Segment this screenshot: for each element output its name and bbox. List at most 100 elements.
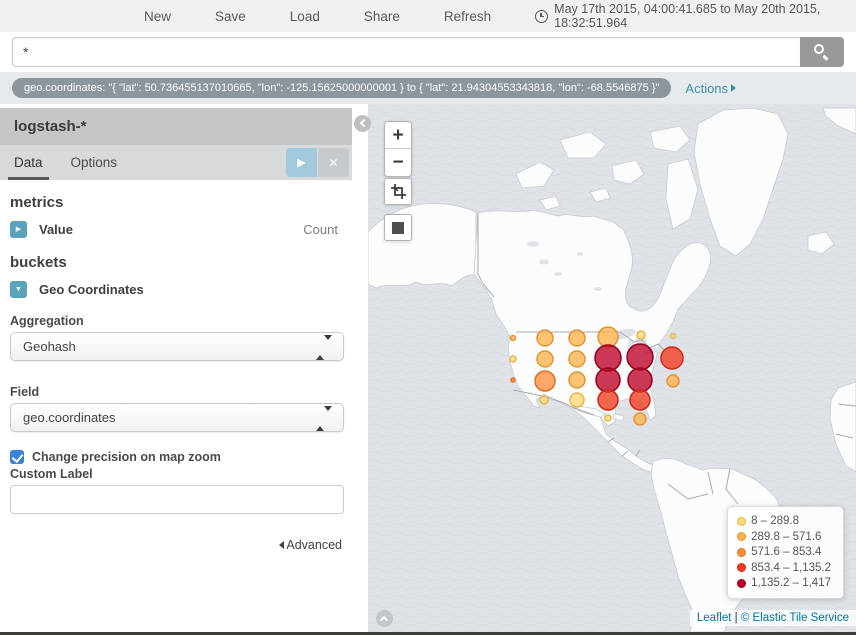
nav-refresh[interactable]: Refresh <box>443 8 492 24</box>
legend-color-dot <box>737 547 747 557</box>
metric-expand-button[interactable]: ▶ <box>10 221 27 238</box>
main-content: logstash-* Data Options ▶ ✕ metrics ▶ Va… <box>0 104 856 632</box>
leaflet-link[interactable]: Leaflet <box>696 612 732 624</box>
top-navbar: New Save Load Share Refresh May 17th 201… <box>0 0 856 32</box>
zoom-in-button[interactable]: + <box>385 122 411 149</box>
geohash-circle-marker[interactable] <box>534 370 556 392</box>
field-label: Field <box>10 385 40 399</box>
legend-range-label: 1,135.2 – 1,417 <box>751 577 831 590</box>
geohash-circle-marker[interactable] <box>626 343 654 371</box>
zoom-control: + − <box>384 121 412 177</box>
nav-new[interactable]: New <box>144 8 172 24</box>
geohash-circle-marker[interactable] <box>629 389 651 411</box>
legend-color-dot <box>737 532 747 542</box>
legend-color-dot <box>737 563 747 573</box>
draw-rectangle-button[interactable] <box>384 214 412 241</box>
geohash-circle-marker[interactable] <box>509 334 517 342</box>
geohash-circle-marker[interactable] <box>509 355 517 363</box>
geohash-circle-marker[interactable] <box>660 346 684 370</box>
bucket-geo-row[interactable]: ▼ Geo Coordinates <box>10 281 344 298</box>
geohash-circle-marker[interactable] <box>569 392 585 408</box>
custom-label-input[interactable] <box>10 485 344 514</box>
legend-row: 1,135.2 – 1,417 <box>737 576 831 592</box>
geohash-circle-marker[interactable] <box>597 326 619 348</box>
search-icon <box>814 44 824 54</box>
aggregation-selected-value: Geohash <box>23 339 76 354</box>
sidebar-tabs: Data Options ▶ ✕ <box>0 145 352 180</box>
map-attribution: Leaflet | © Elastic Tile Service <box>689 610 856 626</box>
legend-range-label: 289.8 – 571.6 <box>751 530 822 543</box>
legend-row: 289.8 – 571.6 <box>737 529 831 545</box>
aggregation-label: Aggregation <box>10 314 84 328</box>
select-arrows-icon <box>316 406 332 431</box>
geohash-circle-marker[interactable] <box>536 350 554 368</box>
legend-color-dot <box>737 516 747 526</box>
tab-data[interactable]: Data <box>0 145 57 180</box>
nav-load[interactable]: Load <box>289 8 320 24</box>
geohash-circle-marker[interactable] <box>669 332 677 340</box>
advanced-toggle[interactable]: Advanced <box>10 538 344 552</box>
sidebar-body: metrics ▶ Value Count buckets ▼ Geo Coor… <box>0 180 352 552</box>
geohash-circle-marker[interactable] <box>568 371 586 389</box>
aggregation-select[interactable]: Geohash <box>10 332 344 361</box>
geohash-circle-marker[interactable] <box>597 389 619 411</box>
attribution-separator: | <box>734 612 738 624</box>
geohash-circle-marker[interactable] <box>595 367 621 393</box>
advanced-label: Advanced <box>286 538 342 552</box>
fit-data-bounds-button[interactable] <box>384 178 412 205</box>
custom-label-label: Custom Label <box>10 467 93 481</box>
caret-right-icon <box>731 84 737 92</box>
tile-map[interactable]: + − 8 – 289.8 289.8 – 571.6 571.6 – 853.4 8… <box>368 104 856 632</box>
sidebar-collapse-button[interactable] <box>354 115 371 132</box>
metric-value: Count <box>303 222 338 237</box>
metrics-heading: metrics <box>10 194 64 211</box>
zoom-out-button[interactable]: − <box>385 149 411 176</box>
select-arrows-icon <box>316 335 332 360</box>
spy-panel-toggle[interactable] <box>376 610 393 627</box>
filter-actions-button[interactable]: Actions <box>685 80 737 96</box>
map-legend: 8 – 289.8 289.8 – 571.6 571.6 – 853.4 853.4… <box>727 505 844 599</box>
legend-row: 853.4 – 1,135.2 <box>737 560 831 576</box>
geohash-circle-marker[interactable] <box>666 374 680 388</box>
geohash-circle-marker[interactable] <box>568 329 586 347</box>
caret-left-icon <box>279 541 285 549</box>
bottom-panel-edge[interactable] <box>0 632 856 635</box>
geohash-circle-marker[interactable] <box>604 414 612 422</box>
legend-row: 571.6 – 853.4 <box>737 545 831 561</box>
nav-share[interactable]: Share <box>363 8 400 24</box>
time-range-picker[interactable]: May 17th 2015, 04:00:41.685 to May 20th … <box>535 2 846 30</box>
tile-service-link[interactable]: © Elastic Tile Service <box>740 612 849 624</box>
field-selected-value: geo.coordinates <box>23 410 116 425</box>
geohash-circle-marker[interactable] <box>539 395 549 405</box>
geohash-circle-marker[interactable] <box>627 367 653 393</box>
discard-changes-button[interactable]: ✕ <box>318 148 349 177</box>
precision-checkbox-row: Change precision on map zoom <box>10 450 344 464</box>
chevron-left-icon <box>359 118 368 128</box>
chevron-up-icon <box>379 615 389 624</box>
tab-options[interactable]: Options <box>70 155 118 170</box>
geohash-circle-marker[interactable] <box>594 344 622 372</box>
search-bar <box>0 32 856 72</box>
legend-range-label: 853.4 – 1,135.2 <box>751 561 831 574</box>
search-input[interactable] <box>12 37 800 67</box>
precision-checkbox[interactable] <box>10 450 24 464</box>
metric-label: Value <box>39 222 73 237</box>
legend-range-label: 571.6 – 853.4 <box>751 546 822 559</box>
geohash-circle-marker[interactable] <box>536 329 554 347</box>
nav-save[interactable]: Save <box>215 8 246 24</box>
search-button[interactable] <box>800 37 844 67</box>
geo-filter-pill[interactable]: geo.coordinates: "{ "lat": 50.7364551370… <box>12 78 672 98</box>
geohash-circle-marker[interactable] <box>633 412 647 426</box>
time-range-text: May 17th 2015, 04:00:41.685 to May 20th … <box>554 2 821 30</box>
legend-row: 8 – 289.8 <box>737 514 831 530</box>
crop-icon <box>390 184 406 199</box>
filter-actions-label: Actions <box>685 80 729 96</box>
apply-changes-button[interactable]: ▶ <box>286 148 317 177</box>
geohash-circle-marker[interactable] <box>636 330 646 340</box>
field-select[interactable]: geo.coordinates <box>10 403 344 432</box>
metric-value-row[interactable]: ▶ Value Count <box>10 221 344 238</box>
bucket-collapse-button[interactable]: ▼ <box>10 281 27 298</box>
geohash-circle-marker[interactable] <box>510 377 516 383</box>
geohash-circle-marker[interactable] <box>568 350 586 368</box>
vis-editor-sidebar: logstash-* Data Options ▶ ✕ metrics ▶ Va… <box>0 104 371 632</box>
